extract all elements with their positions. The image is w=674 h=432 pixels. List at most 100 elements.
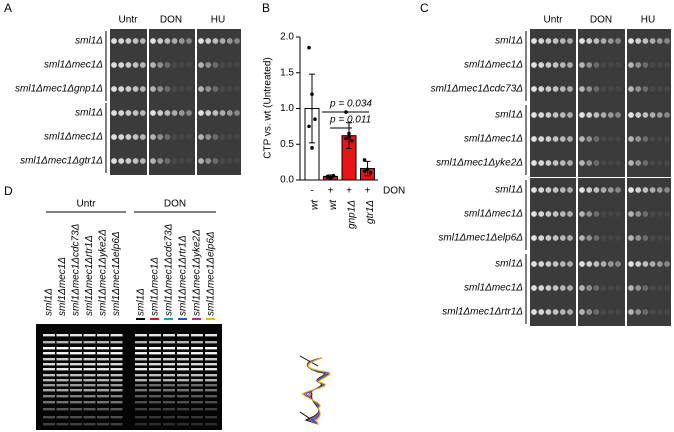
colony-spot: [664, 309, 670, 315]
gel-band: [110, 352, 123, 355]
lane-label: sml1Δmec1Δyke2Δ: [192, 229, 203, 316]
gel-band: [177, 389, 189, 392]
colony-spot: [635, 211, 642, 217]
gel-band: [205, 423, 217, 426]
colony-spot: [635, 38, 642, 44]
colony-spot: [234, 62, 240, 68]
gel-band: [205, 368, 217, 371]
colony-spot: [593, 285, 600, 291]
gel-band: [163, 334, 175, 337]
lane-label: sml1Δmec1Δ: [57, 257, 68, 316]
colony-spot: [656, 136, 663, 142]
colony-spot: [164, 38, 171, 44]
colony-spot: [579, 309, 585, 315]
colony-spot: [198, 158, 204, 164]
gel-band: [43, 341, 55, 344]
colony-spot: [212, 38, 219, 44]
colony-spot: [593, 211, 600, 217]
gel-band: [177, 384, 189, 387]
colony-spot: [132, 86, 139, 92]
colony-spot: [552, 112, 559, 118]
colony-spot: [600, 160, 607, 166]
panel-label: B: [262, 1, 270, 15]
gel-band: [149, 379, 161, 382]
colony-spot: [171, 86, 178, 92]
colony-spot: [615, 235, 621, 241]
colony-spot: [531, 309, 537, 315]
strain-label: sml1Δmec1Δ: [464, 209, 523, 220]
colony-spot: [567, 211, 573, 217]
treatment-sign: +: [365, 186, 371, 197]
colony-spot: [552, 160, 559, 166]
gel-band: [110, 358, 123, 361]
colony-spot: [600, 285, 607, 291]
colony-spot: [125, 134, 132, 140]
colony-spot: [212, 110, 219, 116]
gel-band: [177, 341, 189, 344]
colony-spot: [171, 110, 178, 116]
colony-spot: [642, 261, 649, 267]
colony-spot: [607, 136, 614, 142]
colony-spot: [545, 309, 552, 315]
colony-spot: [586, 86, 593, 92]
colony-spot: [593, 62, 600, 68]
colony-spot: [205, 110, 212, 116]
colony-spot: [545, 62, 552, 68]
colony-spot: [559, 187, 566, 193]
data-point: [362, 169, 367, 174]
treatment-sign: +: [346, 186, 352, 197]
gel-band: [97, 341, 109, 344]
colony-spot: [139, 86, 146, 92]
gel-band: [110, 334, 123, 337]
gel-band: [43, 352, 55, 355]
gel-band: [205, 408, 217, 411]
gel-band: [163, 423, 175, 426]
colony-spot: [178, 86, 185, 92]
colony-spot: [586, 187, 593, 193]
colony-spot: [642, 235, 649, 241]
colony-spot: [157, 62, 164, 68]
gel-band: [191, 423, 203, 426]
colony-spot: [559, 86, 566, 92]
colony-spot: [111, 62, 117, 68]
gel-band: [56, 334, 69, 337]
colony-spot: [615, 112, 621, 118]
colony-spot: [545, 160, 552, 166]
column-header: HU: [641, 15, 655, 26]
colony-spot: [664, 86, 670, 92]
gel-band: [43, 416, 55, 419]
colony-spot: [664, 187, 670, 193]
gel-band: [110, 341, 123, 344]
colony-spot: [559, 136, 566, 142]
colony-spot: [538, 261, 545, 267]
gel-band: [83, 408, 96, 411]
gel-band: [43, 334, 55, 337]
gel-band: [97, 384, 109, 387]
colony-spot: [552, 38, 559, 44]
gel-band: [97, 401, 109, 404]
strain-label: sml1Δmec1Δyke2Δ: [436, 158, 523, 169]
lane-label: sml1Δmec1Δcdc73Δ: [71, 223, 82, 316]
colony-spot: [649, 136, 656, 142]
colony-spot: [579, 38, 585, 44]
colony-spot: [664, 235, 670, 241]
colony-spot: [586, 112, 593, 118]
gel-band: [177, 363, 189, 366]
colony-spot: [635, 112, 642, 118]
colony-spot: [593, 309, 600, 315]
trace: [301, 357, 331, 425]
colony-spot: [593, 38, 600, 44]
colony-spot: [635, 86, 642, 92]
colony-spot: [118, 110, 125, 116]
colony-spot: [607, 211, 614, 217]
y-tick-label: 0.5: [280, 139, 294, 150]
gel-band: [70, 358, 82, 361]
colony-spot: [656, 235, 663, 241]
strain-label: sml1Δmec1Δgtr1Δ: [20, 156, 103, 167]
gel-band: [163, 352, 175, 355]
colony-spot: [125, 110, 132, 116]
colony-spot: [125, 158, 132, 164]
gel-band: [70, 395, 82, 398]
gel-band: [56, 358, 69, 361]
gel-band: [135, 363, 147, 366]
